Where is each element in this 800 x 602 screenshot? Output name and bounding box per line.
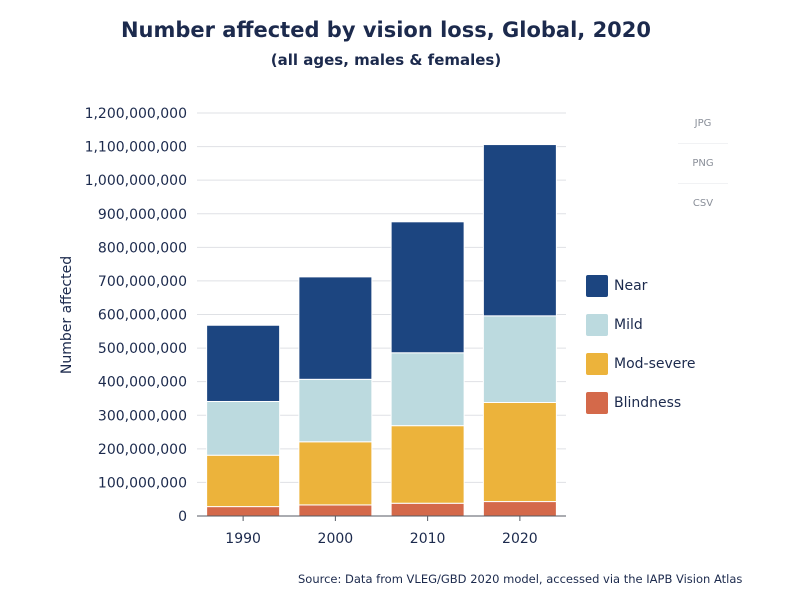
x-tick-label: 2000 [318, 531, 354, 547]
chart-title: Number affected by vision loss, Global, … [120, 18, 652, 42]
bar-mild-1990[interactable] [206, 400, 281, 456]
y-tick-label: 1,100,000,000 [85, 140, 187, 156]
legend-swatch [586, 391, 608, 414]
bar-mod-severe-2000[interactable] [298, 441, 373, 506]
y-tick-label: 100,000,000 [98, 475, 187, 491]
legend-item-mild[interactable]: Mild [586, 305, 695, 344]
legend-label: Mod-severe [614, 355, 696, 372]
legend-label: Mild [614, 316, 643, 333]
legend-label: Near [614, 277, 648, 294]
source-note: Source: Data from VLEG/GBD 2020 model, a… [298, 572, 743, 586]
legend-label: Blindness [614, 394, 682, 411]
y-tick-label: 700,000,000 [98, 274, 187, 290]
y-tick-label: 400,000,000 [98, 375, 187, 391]
y-tick-label: 600,000,000 [98, 308, 187, 324]
axes: 0 100,000,000 200,000,000 300,000,000 400,00… [85, 106, 566, 547]
bar-near-2020[interactable] [482, 144, 557, 317]
y-tick-label: 900,000,000 [98, 207, 187, 223]
bar-mild-2020[interactable] [482, 315, 557, 403]
y-tick-label: 200,000,000 [98, 442, 187, 458]
bar-mild-2000[interactable] [298, 378, 373, 443]
y-tick-label: 500,000,000 [98, 341, 187, 357]
legend-swatch [586, 313, 608, 336]
y-tick-label: 800,000,000 [98, 240, 187, 256]
y-tick-label: 1,000,000,000 [85, 173, 187, 189]
bar-blindness-2010[interactable] [390, 502, 465, 517]
export-menu: JPG PNG CSV [678, 104, 728, 223]
bar-mod-severe-2020[interactable] [482, 401, 557, 503]
chart-subtitle: (all ages, males & females) [270, 51, 502, 69]
export-jpg-button[interactable]: JPG [678, 104, 728, 144]
bar-mild-2010[interactable] [390, 352, 465, 427]
legend-swatch [586, 352, 608, 375]
bar-blindness-1990[interactable] [206, 506, 281, 517]
legend-item-near[interactable]: Near [586, 266, 695, 305]
bar-near-1990[interactable] [206, 324, 281, 402]
legend: Near Mild Mod-severe Blindness [586, 266, 695, 422]
legend-swatch [586, 274, 608, 297]
x-tick-label: 2020 [502, 531, 538, 547]
bar-blindness-2020[interactable] [482, 501, 557, 517]
y-tick-label: 1,200,000,000 [85, 106, 187, 122]
bar-blindness-2000[interactable] [298, 504, 373, 517]
legend-item-blindness[interactable]: Blindness [586, 383, 695, 422]
y-tick-label: 300,000,000 [98, 408, 187, 424]
bar-near-2010[interactable] [390, 221, 465, 354]
bar-mod-severe-1990[interactable] [206, 454, 281, 508]
bar-mod-severe-2010[interactable] [390, 425, 465, 504]
y-axis-title: Number affected [59, 255, 75, 375]
export-csv-button[interactable]: CSV [692, 198, 714, 209]
y-tick-label: 0 [178, 509, 187, 525]
bar-near-2000[interactable] [298, 276, 373, 380]
bars [206, 144, 557, 517]
x-tick-label: 1990 [225, 531, 261, 547]
legend-item-mod-severe[interactable]: Mod-severe [586, 344, 695, 383]
export-png-button[interactable]: PNG [678, 144, 728, 184]
x-tick-label: 2010 [410, 531, 446, 547]
